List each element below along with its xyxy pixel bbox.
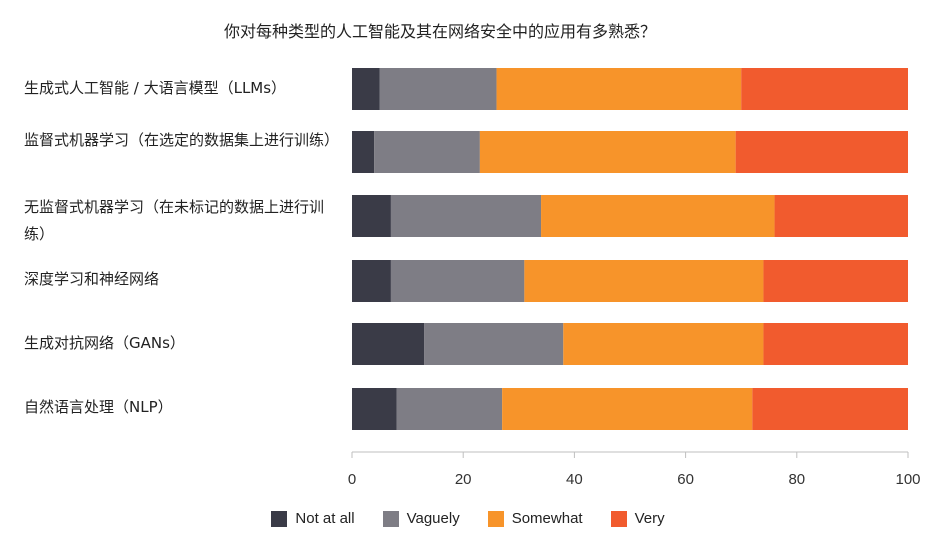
bar-segment-not-at-all: [352, 388, 397, 430]
x-tick-label: 60: [677, 471, 694, 488]
legend: Not at all Vaguely Somewhat Very: [0, 510, 936, 527]
x-tick-label: 0: [348, 471, 356, 488]
bar-segment-very: [741, 68, 908, 110]
chart-title: 你对每种类型的人工智能及其在网络安全中的应用有多熟悉？: [223, 22, 656, 41]
legend-label: Vaguely: [406, 510, 460, 527]
legend-label: Not at all: [295, 510, 355, 527]
bar-segment-very: [752, 388, 908, 430]
legend-item: Not at all: [271, 510, 355, 527]
bar-segment-very: [735, 131, 908, 173]
legend-swatch: [610, 510, 627, 527]
bar-segment-somewhat: [524, 260, 764, 302]
x-tick-label: 40: [566, 471, 583, 488]
legend-label: Somewhat: [511, 510, 583, 527]
x-tick-label: 80: [788, 471, 805, 488]
category-label: 生成式人工智能 / 大语言模型（LLMs）: [24, 79, 287, 97]
legend-item: Vaguely: [382, 510, 460, 527]
category-label: 自然语言处理（NLP）: [24, 398, 173, 416]
bar-segment-somewhat: [563, 323, 764, 365]
bar-segment-very: [774, 195, 908, 237]
category-label: 生成对抗网络（GANs）: [24, 334, 185, 352]
bar-segment-somewhat: [479, 131, 736, 173]
bar-segment-vaguely: [379, 68, 497, 110]
x-tick-label: 20: [455, 471, 472, 488]
legend-label: Very: [634, 510, 665, 527]
category-label: 深度学习和神经网络: [24, 270, 160, 288]
legend-item: Somewhat: [487, 510, 583, 527]
bar-segment-vaguely: [424, 323, 564, 365]
legend-item: Very: [610, 510, 665, 527]
category-label: 监督式机器学习（在选定的数据集上进行训练）: [24, 131, 340, 149]
bar-segment-somewhat: [502, 388, 753, 430]
bar-segment-not-at-all: [352, 323, 425, 365]
bar-segment-not-at-all: [352, 260, 391, 302]
bar-segment-vaguely: [390, 260, 525, 302]
category-label: 无监督式机器学习（在未标记的数据上进行训练）: [24, 198, 325, 243]
legend-swatch: [271, 510, 288, 527]
bar-segment-vaguely: [374, 131, 480, 173]
bar-segment-very: [763, 260, 908, 302]
bar-segment-vaguely: [396, 388, 503, 430]
bar-segment-somewhat: [496, 68, 742, 110]
bar-segment-not-at-all: [352, 195, 391, 237]
bar-segment-very: [763, 323, 908, 365]
legend-swatch: [382, 510, 399, 527]
legend-swatch: [487, 510, 504, 527]
bar-segment-not-at-all: [352, 131, 375, 173]
bar-segment-vaguely: [390, 195, 542, 237]
bar-segment-not-at-all: [352, 68, 380, 110]
x-tick-label: 100: [895, 471, 920, 488]
bar-segment-somewhat: [541, 195, 775, 237]
